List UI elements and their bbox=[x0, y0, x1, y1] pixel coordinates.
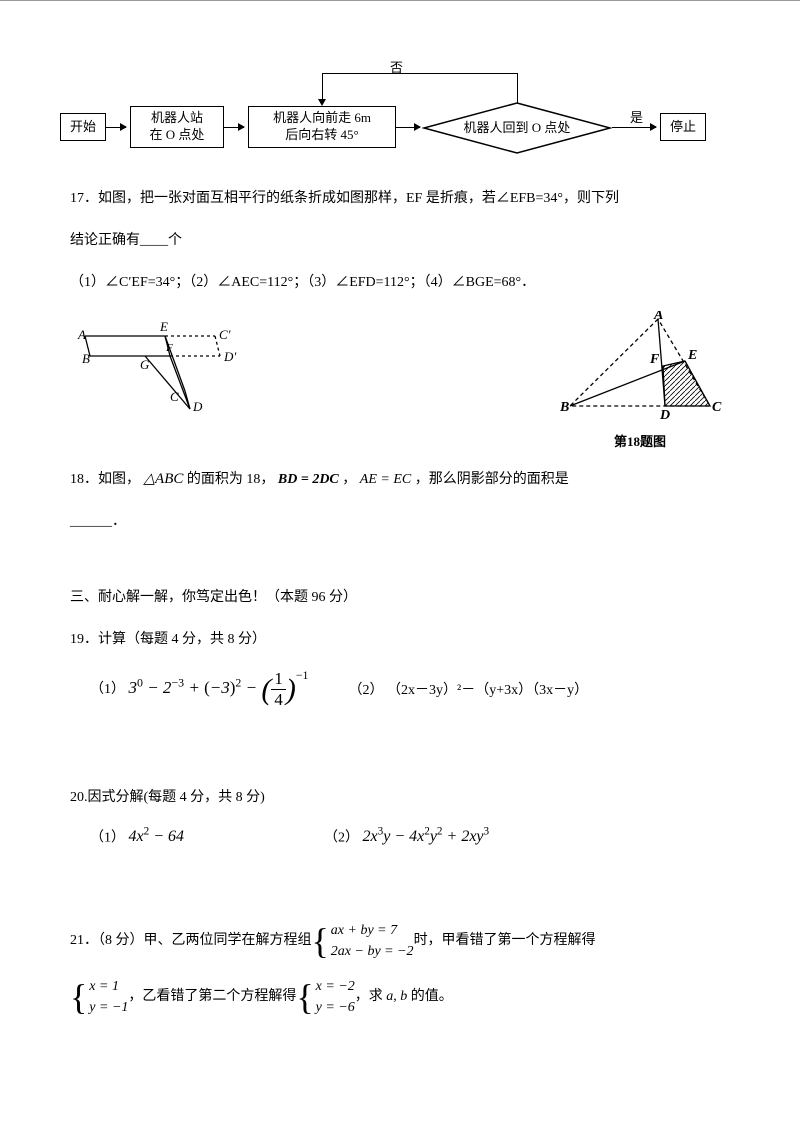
fig17-D: D bbox=[192, 399, 203, 414]
fig18-caption: 第18题图 bbox=[550, 431, 730, 450]
q19-p2: （2） （2x－3y）²－（y+3x）（3x－y） bbox=[349, 679, 589, 699]
q19-expressions: （1） 30 − 2−3 + (−3)2 − (14)−1 （2） （2x－3y… bbox=[90, 668, 730, 710]
q17-line1: 17．如图，把一张对面互相平行的纸条折成如图那样，EF 是折痕，若∠EFB=34… bbox=[70, 185, 730, 213]
q21-sys1: { ax + by = 7 2ax − by = −2 bbox=[312, 920, 414, 962]
fig18-C: C bbox=[712, 400, 722, 415]
sys3-l1: x = −2 bbox=[316, 979, 355, 994]
q18-tri: ABC bbox=[155, 471, 183, 487]
fig17-C: C bbox=[170, 389, 179, 404]
q19-title: 19．计算（每题 4 分，共 8 分） bbox=[70, 626, 730, 654]
fig18-E: E bbox=[687, 348, 697, 363]
sys3-l2: y = −6 bbox=[316, 1000, 355, 1015]
sys2-l1: x = 1 bbox=[89, 979, 119, 994]
q19-p2-expr: （2x－3y）²－（y+3x）（3x－y） bbox=[387, 683, 588, 698]
q17-line2: 结论正确有____个 bbox=[70, 227, 730, 255]
q21-line2: { x = 1 y = −1 ，乙看错了第二个方程解得 { x = −2 y =… bbox=[70, 976, 730, 1018]
q17-opts: （1）∠C′EF=34°；（2）∠AEC=112°；（3）∠EFD=112°；（… bbox=[70, 269, 730, 297]
q21-sys2: { x = 1 y = −1 bbox=[70, 976, 128, 1018]
q19-p2-label: （2） bbox=[349, 683, 384, 698]
q18-mid1: 的面积为 18， bbox=[187, 472, 278, 487]
flow-start: 开始 bbox=[60, 113, 106, 141]
fig18-D: D bbox=[659, 408, 670, 423]
q18-mid2: ， bbox=[342, 472, 360, 487]
diamond-text: 机器人回到 O 点处 bbox=[464, 120, 571, 135]
q20-p1: （1） 4x2 − 64 bbox=[90, 826, 184, 846]
flow-box2: 机器人向前走 6m 后向右转 45° bbox=[248, 106, 396, 148]
flowchart: 否 开始 机器人站 在 O 点处 机器人向前走 6m 后向右转 45° 机器人回… bbox=[60, 61, 720, 171]
q20-expressions: （1） 4x2 − 64 （2） 2x3y − 4x2y2 + 2xy3 bbox=[90, 826, 730, 846]
q21-tail2: ，求 a, b 的值。 bbox=[355, 983, 453, 1011]
q21-tail1: ，乙看错了第二个方程解得 bbox=[128, 983, 296, 1011]
fig17-B: B bbox=[82, 351, 90, 366]
stop-text: 停止 bbox=[670, 119, 696, 136]
q19-p1: （1） 30 − 2−3 + (−3)2 − (14)−1 bbox=[90, 668, 309, 710]
fig17-Cp: C' bbox=[219, 327, 231, 342]
flow-box1: 机器人站 在 O 点处 bbox=[130, 106, 224, 148]
fig17-Dp: D' bbox=[223, 349, 236, 364]
fig18-B: B bbox=[559, 400, 569, 415]
start-text: 开始 bbox=[70, 119, 96, 136]
q18-eq1: BD = 2DC bbox=[278, 472, 339, 487]
q18-eq2: AE = EC bbox=[360, 472, 411, 487]
q20-p2-label: （2） bbox=[324, 830, 359, 845]
fig17-A: A bbox=[77, 327, 86, 342]
q21-line1: 21．（8 分）甲、乙两位同学在解方程组 { ax + by = 7 2ax −… bbox=[70, 920, 730, 962]
figures-row: A B E F G C' D' C D bbox=[70, 311, 730, 450]
sys2-l2: y = −1 bbox=[89, 1000, 128, 1015]
q19-p1-label: （1） bbox=[90, 682, 125, 697]
figure-18: A B C D E F 第18题图 bbox=[550, 311, 730, 450]
q21-sys3: { x = −2 y = −6 bbox=[296, 976, 354, 1018]
box2-text: 机器人向前走 6m 后向右转 45° bbox=[273, 110, 371, 144]
flow-decision: 机器人回到 O 点处 bbox=[422, 101, 612, 155]
q18-tail: ，那么阴影部分的面积是 bbox=[415, 472, 569, 487]
label-yes: 是 bbox=[630, 107, 643, 126]
box1-text: 机器人站 在 O 点处 bbox=[150, 110, 205, 144]
fig17-G: G bbox=[140, 357, 150, 372]
q18-line: 18．如图， △ABC 的面积为 18， BD = 2DC ， AE = EC … bbox=[70, 464, 730, 494]
flow-stop: 停止 bbox=[660, 113, 706, 141]
sys1-l2: 2ax − by = −2 bbox=[331, 944, 414, 959]
q20-title: 20.因式分解(每题 4 分，共 8 分) bbox=[70, 784, 730, 812]
page: 否 开始 机器人站 在 O 点处 机器人向前走 6m 后向右转 45° 机器人回… bbox=[0, 0, 800, 1132]
q18-pre: 18．如图， bbox=[70, 472, 140, 487]
fig17-F: F bbox=[165, 342, 173, 354]
q20-p2: （2） 2x3y − 4x2y2 + 2xy3 bbox=[324, 826, 489, 846]
q20-p1-label: （1） bbox=[90, 830, 125, 845]
fig17-E: E bbox=[159, 319, 168, 334]
fig18-F: F bbox=[649, 352, 660, 367]
fig18-A: A bbox=[653, 311, 663, 323]
section3-title: 三、耐心解一解，你笃定出色！（本题 96 分） bbox=[70, 584, 730, 612]
sys1-l1: ax + by = 7 bbox=[331, 923, 397, 938]
q21-pre: 21．（8 分）甲、乙两位同学在解方程组 bbox=[70, 927, 312, 955]
figure-17: A B E F G C' D' C D bbox=[70, 311, 250, 421]
q21-mid: 时，甲看错了第一个方程解得 bbox=[414, 927, 596, 955]
q18-blank: ______． bbox=[70, 508, 730, 536]
